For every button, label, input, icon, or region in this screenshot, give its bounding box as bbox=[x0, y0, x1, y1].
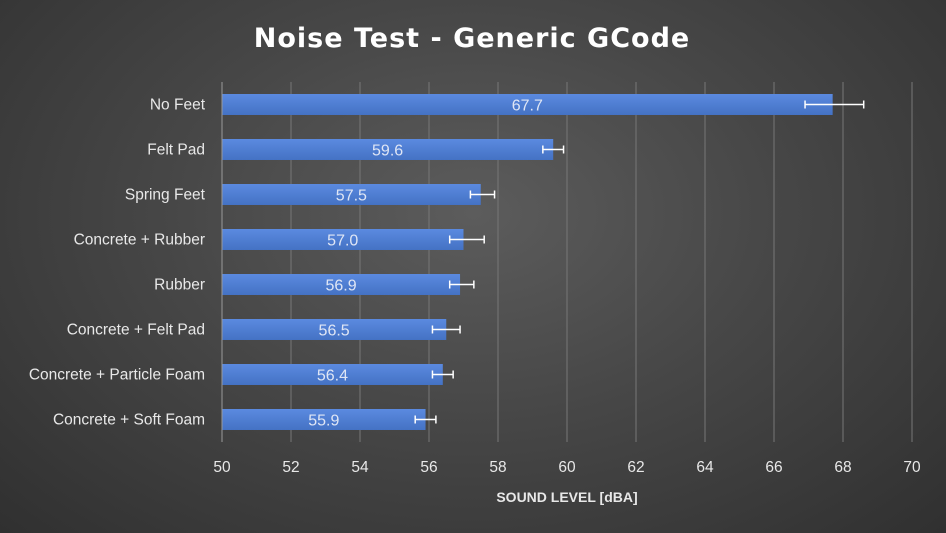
gridlines bbox=[290, 82, 913, 442]
error-bar bbox=[431, 370, 454, 379]
x-tick-label: 66 bbox=[765, 459, 782, 476]
error-bars bbox=[414, 100, 865, 424]
bar bbox=[222, 274, 461, 295]
category-label: Concrete + Soft Foam bbox=[53, 412, 205, 429]
data-label: 67.7 bbox=[512, 98, 543, 115]
x-tick-label: 50 bbox=[213, 459, 231, 476]
bar bbox=[222, 409, 426, 430]
error-bar bbox=[469, 190, 496, 199]
chart-title: Noise Test - Generic GCode bbox=[254, 23, 690, 54]
data-label: 55.9 bbox=[308, 413, 339, 430]
data-label: 59.6 bbox=[372, 143, 403, 160]
data-label: 56.9 bbox=[325, 278, 356, 295]
x-tick-label: 58 bbox=[489, 459, 506, 476]
category-label: No Feet bbox=[150, 97, 206, 114]
error-bar bbox=[448, 280, 475, 289]
error-bar bbox=[804, 100, 865, 109]
x-tick-label: 52 bbox=[282, 459, 299, 476]
data-label: 57.5 bbox=[336, 188, 367, 205]
bar bbox=[222, 184, 481, 205]
category-label: Rubber bbox=[154, 277, 205, 294]
x-tick-label: 56 bbox=[420, 459, 437, 476]
error-bar bbox=[431, 325, 461, 334]
data-label: 56.5 bbox=[319, 323, 350, 340]
bar bbox=[222, 364, 443, 385]
bar bbox=[222, 229, 464, 250]
data-labels: 67.7 59.6 57.5 57.0 56.9 56.5 56.4 55.9 bbox=[308, 98, 543, 430]
data-label: 57.0 bbox=[327, 233, 358, 250]
x-tick-label: 54 bbox=[351, 459, 369, 476]
category-label: Felt Pad bbox=[147, 142, 205, 159]
category-label: Concrete + Rubber bbox=[74, 232, 205, 249]
x-tick-label: 68 bbox=[834, 459, 851, 476]
x-tick-labels: 50 52 54 56 58 60 62 64 66 68 70 bbox=[213, 459, 921, 476]
category-labels: No Feet Felt Pad Spring Feet Concrete + Rub… bbox=[29, 97, 206, 429]
bar bbox=[222, 139, 554, 160]
category-label: Concrete + Particle Foam bbox=[29, 367, 205, 384]
bar bbox=[222, 319, 447, 340]
error-bar bbox=[414, 415, 437, 424]
x-axis-label: SOUND LEVEL [dBA] bbox=[496, 489, 637, 505]
bars bbox=[222, 94, 833, 430]
x-tick-label: 64 bbox=[696, 459, 714, 476]
x-tick-label: 62 bbox=[627, 459, 644, 476]
error-bar bbox=[542, 145, 565, 154]
category-label: Spring Feet bbox=[125, 187, 206, 204]
category-label: Concrete + Felt Pad bbox=[67, 322, 205, 339]
data-label: 56.4 bbox=[317, 368, 348, 385]
x-tick-label: 70 bbox=[903, 459, 921, 476]
error-bar bbox=[448, 235, 485, 244]
bar bbox=[222, 94, 833, 115]
x-tick-label: 60 bbox=[558, 459, 576, 476]
